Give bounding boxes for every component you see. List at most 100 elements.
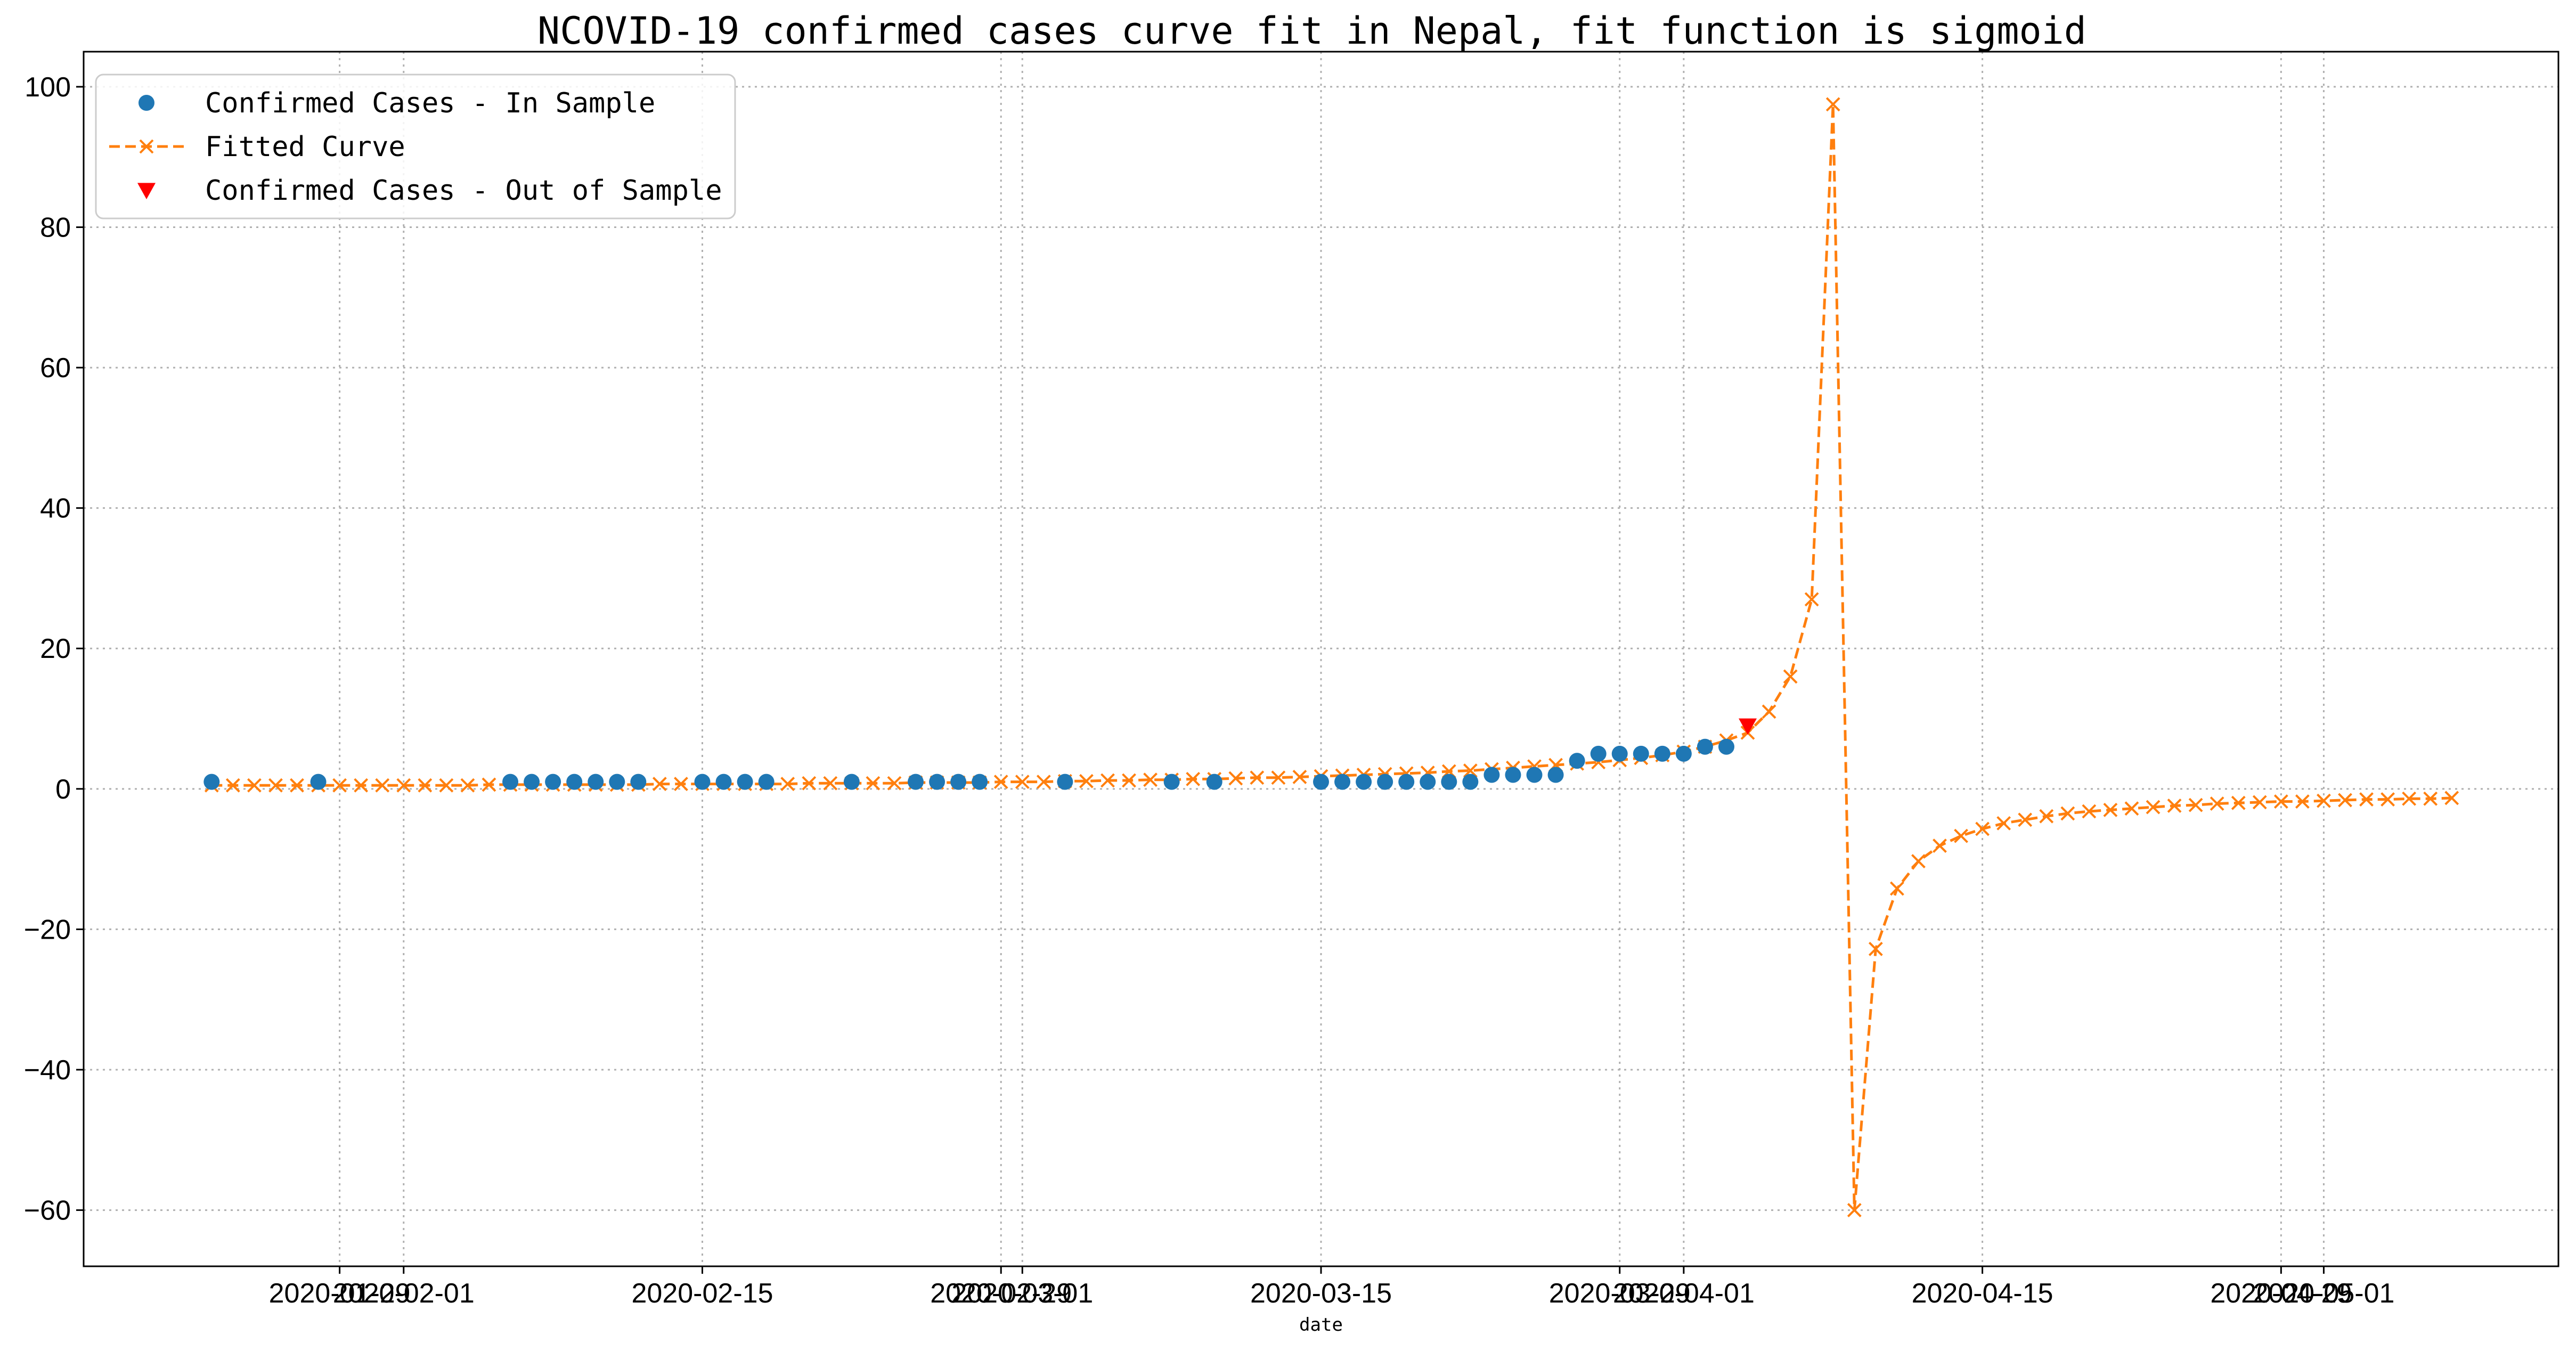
legend-entry: Confirmed Cases - Out of Sample [137, 175, 722, 207]
data-point [545, 774, 561, 790]
y-tick-label: 80 [40, 212, 71, 243]
data-point [1675, 745, 1692, 762]
data-point [2124, 801, 2139, 816]
data-point [1143, 772, 1158, 787]
data-point [1868, 941, 1883, 956]
data-point [2039, 809, 2054, 824]
data-point [993, 775, 1008, 790]
data-point [2381, 792, 2395, 807]
data-point [715, 774, 732, 790]
data-point [268, 778, 283, 793]
data-point [2273, 794, 2288, 809]
data-point [566, 774, 583, 790]
data-point [758, 774, 775, 790]
data-point [908, 774, 924, 790]
data-point [460, 778, 475, 793]
data-point [780, 777, 795, 792]
x-tick-label: 2020-03-29 [1549, 1278, 1691, 1309]
data-point [1079, 774, 1094, 788]
data-point [1271, 770, 1286, 785]
data-point [823, 776, 838, 791]
data-point [1611, 745, 1628, 762]
data-point [630, 774, 647, 790]
data-point [1975, 821, 1990, 836]
x-tick-label: 2020-04-15 [1912, 1278, 2053, 1309]
y-tick-label: 40 [40, 493, 71, 524]
data-point [972, 774, 988, 790]
data-point [2423, 791, 2438, 806]
x-tick-label: 2020-03-01 [951, 1278, 1093, 1309]
data-point [1526, 767, 1543, 783]
data-point [2444, 791, 2459, 805]
legend-marker [137, 183, 156, 199]
data-point [2146, 800, 2161, 815]
data-point [1420, 774, 1436, 790]
data-point [1015, 775, 1030, 790]
y-tick-label: −20 [24, 914, 71, 945]
series-2 [1739, 718, 1757, 735]
data-point [1996, 816, 2011, 831]
data-point [2231, 795, 2246, 810]
data-point [1633, 745, 1649, 762]
data-point [203, 774, 220, 790]
data-point [482, 777, 496, 792]
data-point [652, 777, 667, 792]
data-point [1334, 774, 1351, 790]
data-point [1718, 738, 1734, 755]
data-point [802, 776, 817, 791]
data-point [1122, 773, 1136, 788]
data-point [588, 774, 604, 790]
ticks: −60 −40 −20 0 20 40 60 80 100 2020-01-292020-02-0… [24, 72, 2395, 1309]
data-point [375, 778, 390, 793]
data-point [950, 774, 967, 790]
legend-marker [139, 139, 154, 154]
data-point [2359, 792, 2374, 807]
data-point [1463, 763, 1478, 778]
x-tick-label: 2020-04-29 [2210, 1278, 2352, 1309]
data-point [2103, 802, 2118, 817]
data-point [2167, 799, 2182, 813]
legend-label: Confirmed Cases - In Sample [205, 87, 655, 119]
legend-entry: Confirmed Cases - In Sample [138, 87, 655, 119]
data-point [1186, 771, 1201, 786]
data-point [1163, 774, 1180, 790]
data-point [502, 774, 519, 790]
data-point [418, 778, 433, 793]
data-point [1505, 767, 1521, 783]
x-tick-label: 2020-02-15 [632, 1278, 773, 1309]
data-point [524, 774, 540, 790]
data-point [1228, 771, 1243, 786]
data-point [1292, 769, 1307, 784]
y-tick-label: −60 [24, 1195, 71, 1226]
data-point [2060, 806, 2075, 821]
data-point [929, 774, 945, 790]
data-point [1569, 753, 1585, 769]
data-point [332, 778, 347, 793]
data-point [354, 778, 369, 793]
data-point [1954, 828, 1968, 843]
legend-entry: Fitted Curve [109, 131, 405, 163]
data-point [1889, 881, 1904, 896]
data-point [396, 778, 411, 793]
data-point [609, 774, 625, 790]
data-point [1697, 738, 1713, 755]
data-point [290, 778, 304, 793]
data-point [1483, 767, 1500, 783]
data-point [737, 774, 753, 790]
legend-marker [138, 95, 154, 111]
legend-box [95, 74, 736, 219]
data-point [247, 778, 262, 793]
data-point [2082, 804, 2097, 819]
y-tick-label: 20 [40, 633, 71, 664]
chart-title: NCOVID-19 confirmed cases curve fit in N… [537, 9, 2086, 53]
legend: Confirmed Cases - In Sample Fitted Curve C… [95, 74, 736, 219]
data-point [2252, 795, 2267, 810]
data-point [1036, 775, 1051, 790]
y-tick-label: 100 [25, 72, 71, 103]
data-point [1206, 774, 1222, 790]
data-point [1739, 718, 1757, 735]
data-point [1911, 854, 1926, 868]
x-axis-label: date [1299, 1314, 1343, 1336]
data-point [2188, 797, 2203, 812]
